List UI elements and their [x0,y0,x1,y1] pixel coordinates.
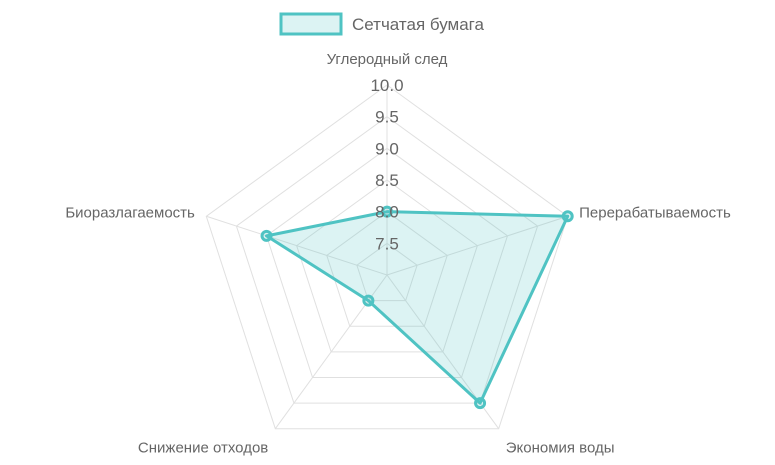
grid-ring [265,147,509,378]
grid-ring [296,179,478,353]
radar-axis-labels: Углеродный след Перерабатываемость Экономи… [65,51,731,456]
radar-series [260,205,574,410]
data-point[interactable] [362,294,375,307]
data-point[interactable] [260,229,273,242]
axis-label: Углеродный след [327,51,448,68]
tick-label: 7.5 [375,234,399,253]
axis-label: Перерабатываемость [579,205,731,222]
grid-ring [235,116,539,404]
legend-label: Сетчатая бумага [352,15,485,34]
grid-ring [326,211,448,327]
data-point[interactable] [474,397,487,410]
axis-label: Экономия воды [506,439,615,456]
data-point[interactable] [381,205,393,218]
legend[interactable]: Сетчатая бумага [279,12,485,36]
data-point[interactable] [561,210,574,223]
series-area [265,210,570,405]
axis-label: Биоразлагаемость [65,205,195,222]
tick-label: 8.0 [375,203,399,222]
tick-label: 9.0 [375,139,399,158]
grid-ring [205,84,569,430]
grid-ring [356,242,418,302]
tick-label: 10.0 [370,76,403,95]
legend-swatch [279,12,343,36]
axis-label: Снижение отходов [138,439,268,456]
tick-label: 9.5 [375,108,399,127]
spoke-line [386,215,568,276]
tick-label: 8.5 [375,171,399,190]
radar-ticks: 7.5 8.0 8.5 9.0 9.5 10.0 [370,76,403,253]
radar-grid [205,84,569,430]
spoke-line [206,215,388,276]
